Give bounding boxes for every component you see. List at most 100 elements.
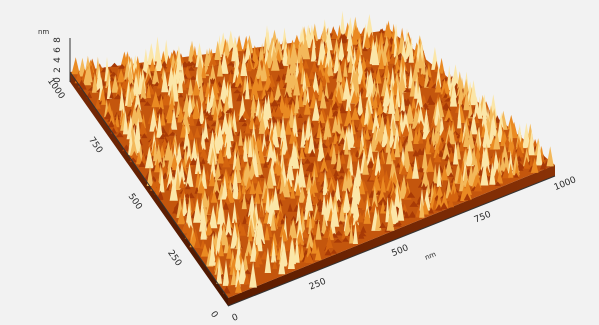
- surface-peak: [333, 129, 339, 144]
- surface-peak: [193, 198, 202, 223]
- surface-peak: [189, 113, 195, 126]
- surface-peak: [237, 182, 242, 200]
- surface-peak: [333, 49, 340, 74]
- surface-peak: [338, 125, 347, 144]
- surface-peak: [434, 60, 439, 72]
- surface-peak: [266, 167, 274, 189]
- surface-peak: [222, 285, 231, 294]
- surface-peak: [209, 55, 216, 66]
- surface-peak: [282, 102, 290, 119]
- surface-peak: [236, 93, 244, 102]
- surface-peak: [419, 197, 425, 218]
- surface-peak: [323, 192, 330, 202]
- surface-peak: [228, 71, 233, 82]
- surface-peak: [415, 102, 422, 112]
- surface-peak: [238, 59, 243, 68]
- surface-peak: [400, 164, 408, 175]
- surface-peak: [182, 193, 188, 217]
- surface-peak: [339, 165, 345, 174]
- surface-peak: [284, 63, 292, 83]
- surface-peak: [341, 230, 347, 240]
- surface-peak: [476, 131, 481, 153]
- surface-peak: [344, 135, 349, 155]
- surface-peak: [386, 209, 395, 231]
- surface-peak: [166, 107, 173, 124]
- surface-peak: [223, 94, 230, 114]
- surface-peak: [237, 82, 243, 88]
- surface-peak: [438, 57, 445, 74]
- surface-peak: [281, 129, 289, 155]
- surface-peak: [293, 75, 301, 96]
- surface-peak: [367, 113, 375, 130]
- z-axis-ticks: 0 2 4 6 8: [53, 37, 63, 83]
- surface-peak: [379, 222, 387, 228]
- y-axis-line: [69, 71, 229, 299]
- surface-peak: [116, 68, 126, 83]
- surface-peak: [252, 45, 258, 62]
- surface-peak: [421, 56, 426, 75]
- surface-peak: [207, 203, 212, 215]
- surface-peak: [412, 62, 419, 82]
- surface-peak: [523, 156, 530, 169]
- surface-peak: [277, 77, 286, 90]
- surface-peak: [507, 150, 514, 174]
- surface-peak: [323, 120, 329, 140]
- surface-peak: [189, 75, 198, 80]
- surface-peak: [160, 108, 166, 126]
- surface-peak: [388, 124, 395, 148]
- surface-peak: [167, 74, 176, 99]
- surface-peak: [235, 279, 242, 293]
- surface-peak: [354, 164, 362, 187]
- surface-peak: [347, 54, 354, 73]
- surface-peak: [187, 78, 194, 96]
- surface-peak: [300, 122, 306, 148]
- surface-peak: [336, 149, 342, 172]
- surface-peak: [477, 168, 484, 176]
- surface-peak: [424, 138, 432, 155]
- surface-peak: [362, 46, 368, 52]
- surface-peak: [363, 31, 371, 49]
- y-axis-tick-label: 0: [208, 310, 220, 321]
- surface-peak: [338, 202, 346, 222]
- surface-peak: [264, 224, 270, 241]
- surface-peak: [311, 160, 319, 178]
- surface-peak: [194, 151, 202, 174]
- surface-peak: [350, 29, 359, 45]
- surface-peak: [480, 159, 489, 186]
- surface-peak: [234, 176, 239, 200]
- surface-peak: [338, 220, 344, 225]
- surface-peak: [203, 117, 209, 140]
- surface-peak: [257, 74, 264, 91]
- surface-peak: [187, 44, 194, 66]
- surface-peak: [516, 155, 522, 162]
- surface-peak: [441, 164, 449, 181]
- surface-peak: [372, 174, 381, 191]
- surface-peak: [245, 74, 250, 100]
- surface-peak: [330, 29, 339, 40]
- surface-peak: [474, 112, 480, 124]
- surface-peak: [406, 163, 415, 179]
- surface-peak: [260, 61, 268, 82]
- x-axis-tick-label: 500: [390, 243, 410, 259]
- surface-peak: [383, 169, 389, 181]
- surface-peak: [200, 243, 210, 257]
- surface-peak: [249, 180, 256, 194]
- surface-peak: [310, 35, 317, 62]
- surface-peak: [447, 196, 454, 208]
- surface-peak: [302, 243, 308, 248]
- surface-peak: [154, 184, 161, 195]
- surface-peak: [216, 125, 225, 151]
- surface-peak: [448, 172, 454, 177]
- surface-peak: [264, 247, 272, 273]
- surface-peak: [324, 248, 332, 256]
- surface-peak: [234, 72, 244, 87]
- surface-peak: [212, 177, 220, 195]
- surface-peak: [317, 202, 323, 208]
- surface-peak: [388, 53, 397, 64]
- surface-peak: [208, 170, 216, 187]
- surface-peak: [286, 44, 292, 65]
- surface-peak: [280, 115, 286, 138]
- surface-peak: [332, 131, 341, 137]
- surface-peak: [426, 156, 435, 172]
